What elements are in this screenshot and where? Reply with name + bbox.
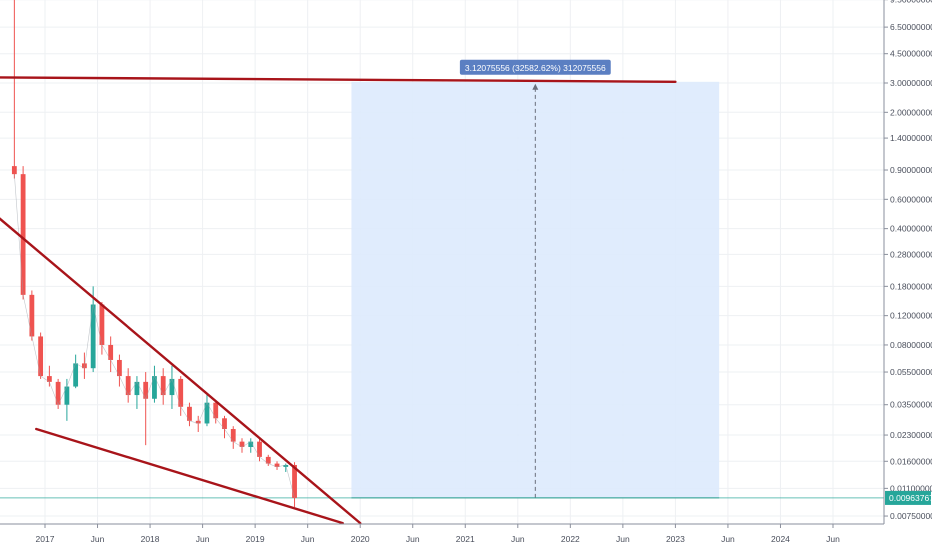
y-axis-ticks: 9.50000000 6.50000000 4.50000000 3.00000000… [884, 0, 932, 521]
candle-body [248, 441, 254, 447]
candle-body [230, 429, 236, 442]
candle-body [257, 441, 262, 457]
x-tick-label: 2020 [351, 534, 370, 544]
y-tick-label: 0.90000000 [890, 165, 932, 175]
y-tick-label: 0.08000000 [890, 340, 932, 350]
y-tick-label: 0.28000000 [890, 249, 932, 259]
x-tick-label: 2018 [141, 534, 160, 544]
candle-body [117, 359, 122, 377]
candle-body [90, 304, 96, 369]
candle-body [213, 402, 219, 419]
y-tick-label: 0.12000000 [890, 311, 932, 321]
x-tick-label: Jun [511, 534, 525, 544]
candle-body [99, 304, 105, 345]
x-tick-label: Jun [301, 534, 315, 544]
last-price-label: 0.00963767 [889, 493, 932, 503]
x-tick-label: Jun [721, 534, 735, 544]
y-tick-label: 9.50000000 [890, 0, 932, 5]
support-line[interactable] [35, 427, 344, 525]
y-tick-label: 6.50000000 [890, 22, 932, 32]
y-tick-label: 0.40000000 [890, 224, 932, 234]
axes [0, 0, 885, 525]
last-price-badge: 0.00963767 [885, 490, 932, 505]
projection-label: 3.12075556 (32582.62%) 312075556 [459, 59, 611, 75]
candle-body [143, 381, 149, 399]
candle-body [81, 363, 87, 369]
x-tick-label: Jun [406, 534, 420, 544]
projection-label-background [459, 59, 611, 75]
y-tick-label: 3.00000000 [890, 78, 932, 88]
trendlines[interactable] [0, 76, 677, 525]
candle-body [265, 456, 271, 464]
y-tick-label: 0.60000000 [890, 194, 932, 204]
x-tick-label: 2019 [246, 534, 265, 544]
candle-body [125, 376, 131, 396]
x-tick-label: Jun [91, 534, 105, 544]
y-tick-label: 2.00000000 [890, 107, 932, 117]
candle-body [55, 381, 61, 405]
candle-body [108, 344, 114, 360]
close-price-line [14, 174, 295, 498]
candle-body [46, 376, 52, 382]
y-tick-label: 0.00750000 [890, 511, 932, 521]
x-axis-ticks: 2017 Jun 2018 Jun 2019 Jun 2020 Jun 2021 Jun 2022 J… [36, 524, 840, 544]
candle-body [292, 464, 297, 498]
candle-body [178, 378, 184, 407]
projection-arrowhead [532, 83, 539, 90]
y-tick-label: 0.03500000 [890, 400, 932, 410]
x-tick-label: 2024 [771, 534, 790, 544]
x-tick-label: 2017 [36, 534, 55, 544]
x-tick-label: 2021 [456, 534, 475, 544]
y-tick-label: 4.50000000 [890, 49, 932, 59]
x-tick-label: 2023 [666, 534, 685, 544]
candle-body [29, 294, 35, 337]
y-tick-label: 1.40000000 [890, 133, 932, 143]
resistance-line[interactable] [0, 213, 362, 525]
y-tick-label: 0.18000000 [890, 281, 932, 291]
last-price-badge-background [885, 490, 931, 505]
candle-body [195, 420, 201, 424]
candle-body [160, 376, 166, 396]
candle-body [20, 174, 26, 295]
candles [11, 0, 297, 507]
candle-body [187, 406, 192, 421]
candle-body [64, 386, 70, 405]
y-tick-label: 0.02300000 [890, 430, 932, 440]
candle-body [134, 381, 140, 396]
y-tick-label: 0.01600000 [890, 456, 932, 466]
y-tick-label: 0.05500000 [890, 367, 932, 377]
candle-body [222, 418, 227, 430]
x-tick-label: Jun [826, 534, 840, 544]
y-tick-label: 0.01100000 [890, 483, 932, 493]
candle-body [11, 166, 17, 175]
projection-label-text: 3.12075556 (32582.62%) 312075556 [465, 63, 606, 73]
candle-body [73, 363, 79, 387]
target-line[interactable] [0, 76, 677, 84]
x-tick-label: Jun [616, 534, 630, 544]
x-tick-label: 2022 [561, 534, 580, 544]
candle-body [38, 336, 44, 377]
candle-body [169, 378, 175, 396]
candle-body [152, 376, 157, 399]
candle-body [204, 402, 210, 424]
candle-body [274, 463, 280, 467]
candle-body [239, 441, 245, 447]
x-tick-label: Jun [196, 534, 210, 544]
